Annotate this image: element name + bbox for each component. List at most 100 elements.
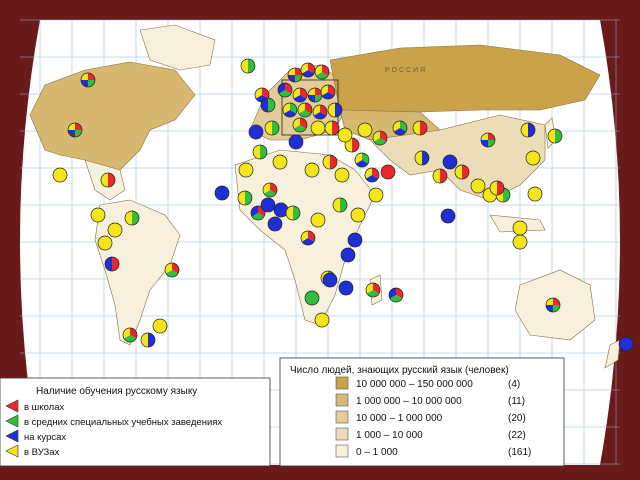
teaching-marker — [238, 162, 254, 178]
teaching-marker — [310, 120, 326, 136]
marker-outline — [520, 122, 536, 138]
marker-disc — [334, 167, 350, 183]
legend-sector-icon — [5, 429, 19, 443]
teaching-marker — [520, 122, 536, 138]
teaching-marker — [52, 167, 68, 183]
legend-sector-icon — [5, 399, 19, 413]
teaching-marker — [618, 336, 634, 352]
marker-disc — [214, 185, 230, 201]
teaching-marker — [320, 84, 336, 100]
teaching-marker — [304, 162, 320, 178]
marker-outline — [282, 102, 298, 118]
marker-disc — [368, 187, 384, 203]
teaching-marker — [287, 67, 303, 83]
marker-disc — [107, 222, 123, 238]
teaching-marker — [314, 64, 330, 80]
marker-outline — [252, 144, 268, 160]
marker-slice — [286, 206, 293, 220]
marker-outline — [140, 332, 156, 348]
marker-outline — [480, 132, 496, 148]
marker-disc — [440, 208, 456, 224]
marker-disc — [267, 216, 283, 232]
marker-slice — [355, 160, 369, 167]
teaching-marker — [354, 152, 370, 168]
marker-disc — [525, 150, 541, 166]
marker-slice — [455, 165, 462, 179]
teaching-marker — [454, 164, 470, 180]
legend-range: 1 000 000 – 10 000 000 — [356, 396, 462, 407]
legend-teaching-title: Наличие обучения русскому языку — [36, 385, 197, 397]
teaching-marker — [304, 290, 320, 306]
teaching-marker — [267, 216, 283, 232]
marker-slice — [440, 169, 447, 183]
marker-disc — [288, 134, 304, 150]
marker-slice — [268, 98, 275, 112]
marker-outline — [104, 256, 120, 272]
marker-disc — [618, 336, 634, 352]
teaching-marker — [90, 207, 106, 223]
marker-slice — [141, 333, 148, 347]
marker-disc — [304, 290, 320, 306]
marker-slice — [132, 211, 139, 225]
marker-slice — [88, 73, 95, 80]
marker-outline — [285, 205, 301, 221]
legend-teaching-label: в средних специальных учебных заведениях — [24, 417, 222, 428]
marker-outline — [262, 182, 278, 198]
north-america — [29, 61, 196, 176]
marker-slice — [313, 112, 327, 119]
marker-slice — [490, 181, 497, 195]
marker-slice — [68, 123, 75, 130]
marker-slice — [272, 121, 279, 135]
marker-slice — [68, 130, 75, 137]
marker-outline — [388, 287, 404, 303]
marker-disc — [347, 232, 363, 248]
marker-outline — [67, 122, 83, 138]
teaching-marker — [262, 182, 278, 198]
marker-slice — [323, 155, 330, 169]
marker-slice — [333, 198, 340, 212]
marker-outline — [489, 180, 505, 196]
legend-swatch — [335, 376, 349, 390]
marker-disc — [152, 318, 168, 334]
legend-count: (11) — [508, 396, 525, 407]
marker-slice — [553, 305, 560, 312]
marker-slice — [497, 181, 504, 195]
marker-slice — [521, 123, 528, 137]
teaching-marker — [414, 150, 430, 166]
teaching-marker — [364, 167, 380, 183]
marker-disc — [90, 207, 106, 223]
marker-disc — [442, 154, 458, 170]
marker-outline — [414, 150, 430, 166]
marker-slice — [265, 121, 272, 135]
marker-slice — [81, 73, 88, 80]
teaching-marker — [337, 127, 353, 143]
legend-range: 10 000 – 1 000 000 — [356, 413, 443, 424]
marker-slice — [263, 190, 277, 197]
marker-outline — [344, 137, 360, 153]
teaching-marker — [264, 120, 280, 136]
marker-slice — [293, 95, 307, 102]
teaching-marker — [512, 234, 528, 250]
marker-slice — [101, 173, 108, 187]
teaching-marker — [480, 132, 496, 148]
teaching-marker — [307, 87, 323, 103]
teaching-marker — [272, 154, 288, 170]
teaching-marker — [324, 120, 340, 136]
teaching-marker — [214, 185, 230, 201]
marker-slice — [288, 75, 295, 82]
teaching-marker — [164, 262, 180, 278]
marker-slice — [488, 133, 495, 140]
teaching-marker — [357, 122, 373, 138]
marker-outline — [332, 197, 348, 213]
marker-slice — [546, 298, 553, 305]
marker-slice — [253, 145, 260, 159]
marker-slice — [330, 155, 337, 169]
marker-outline — [80, 72, 96, 88]
legend-range: 1 000 – 10 000 — [356, 430, 423, 441]
marker-slice — [125, 211, 132, 225]
marker-disc — [322, 272, 338, 288]
teaching-marker — [104, 256, 120, 272]
marker-slice — [295, 68, 302, 75]
legend-sector-icon — [5, 444, 19, 458]
